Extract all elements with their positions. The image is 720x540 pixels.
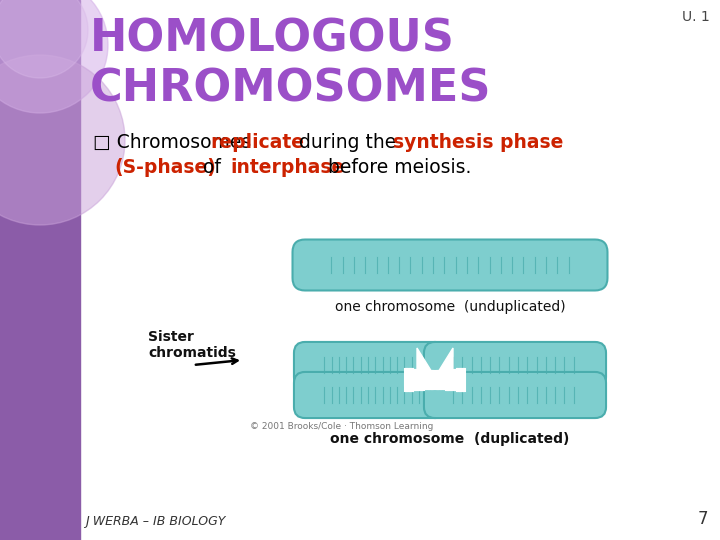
Bar — [431, 383, 439, 407]
Text: interphase: interphase — [230, 158, 344, 177]
Text: of: of — [197, 158, 227, 177]
FancyBboxPatch shape — [294, 342, 446, 388]
Text: □ Chromosomes: □ Chromosomes — [93, 133, 257, 152]
Text: © 2001 Brooks/Cole · Thomson Learning: © 2001 Brooks/Cole · Thomson Learning — [250, 422, 433, 431]
Polygon shape — [435, 348, 453, 382]
FancyBboxPatch shape — [292, 240, 608, 291]
Polygon shape — [417, 348, 435, 382]
FancyBboxPatch shape — [424, 372, 606, 418]
Text: before meiosis.: before meiosis. — [322, 158, 472, 177]
Circle shape — [0, 0, 108, 113]
Text: replicate: replicate — [210, 133, 304, 152]
Text: (S-phase): (S-phase) — [114, 158, 216, 177]
Text: HOMOLOGOUS: HOMOLOGOUS — [90, 18, 455, 61]
Text: one chromosome  (duplicated): one chromosome (duplicated) — [330, 432, 570, 446]
Text: 7: 7 — [698, 510, 708, 528]
Text: during the: during the — [293, 133, 402, 152]
Text: one chromosome  (unduplicated): one chromosome (unduplicated) — [335, 300, 565, 314]
Text: J WERBA – IB BIOLOGY: J WERBA – IB BIOLOGY — [85, 515, 225, 528]
Text: synthesis phase: synthesis phase — [393, 133, 564, 152]
FancyBboxPatch shape — [294, 372, 446, 418]
FancyBboxPatch shape — [424, 342, 606, 388]
Bar — [431, 353, 439, 377]
Text: Sister
chromatids: Sister chromatids — [148, 330, 236, 360]
Circle shape — [0, 55, 125, 225]
Text: U. 1: U. 1 — [683, 10, 710, 24]
Circle shape — [0, 0, 88, 78]
Bar — [0, 0, 80, 540]
Text: CHROMOSOMES: CHROMOSOMES — [90, 68, 492, 111]
